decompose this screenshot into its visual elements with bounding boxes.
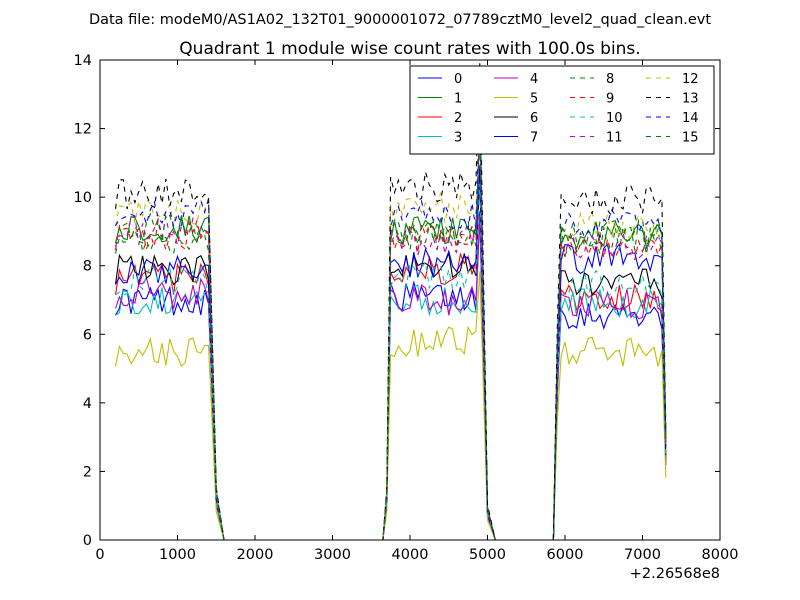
x-tick-label: 8000: [702, 547, 739, 563]
series-line-13: [114, 63, 667, 541]
y-tick-label: 10: [74, 190, 92, 206]
x-tick-label: 1000: [159, 547, 196, 563]
x-tick-label: 5000: [469, 547, 506, 563]
series-line-10: [115, 183, 667, 541]
legend-label: 10: [606, 111, 623, 126]
legend-label: 12: [682, 72, 699, 87]
chart-suptitle: Data file: modeM0/AS1A02_132T01_90000010…: [89, 12, 711, 28]
legend-box: [409, 65, 715, 155]
legend-label: 14: [682, 111, 699, 126]
x-tick-label: 2000: [237, 547, 274, 563]
series-line-8: [114, 128, 667, 541]
series-line-4: [114, 215, 667, 541]
series-line-14: [115, 100, 667, 541]
y-tick-label: 12: [74, 122, 92, 138]
legend-label: 9: [606, 92, 614, 107]
legend-label: 13: [682, 92, 699, 107]
series-line-9: [114, 132, 667, 541]
series-line-1: [114, 123, 667, 541]
y-tick-label: 14: [74, 53, 92, 69]
y-tick-label: 6: [83, 327, 92, 343]
y-tick-label: 4: [83, 396, 92, 412]
y-tick-label: 0: [83, 533, 92, 549]
legend-label: 6: [530, 111, 538, 126]
chart-title: Quadrant 1 module wise count rates with …: [179, 39, 640, 59]
legend-label: 4: [530, 72, 538, 87]
legend-label: 2: [454, 111, 462, 126]
series-line-5: [114, 271, 667, 541]
legend-label: 15: [682, 131, 699, 146]
x-tick-label: 6000: [547, 547, 584, 563]
series-line-11: [114, 137, 667, 541]
legend-label: 0: [454, 72, 462, 87]
axis-ticks: 0 1000 2000 3000 4000 5000 6000 7000 80000246810…: [74, 53, 739, 563]
x-tick-label: 3000: [314, 547, 351, 563]
y-tick-label: 8: [83, 259, 92, 275]
series-line-15: [114, 123, 667, 541]
y-tick-label: 2: [83, 464, 92, 480]
legend-label: 8: [606, 72, 614, 87]
plot-area: [114, 63, 667, 541]
legend-label: 3: [454, 131, 462, 146]
x-tick-label: 7000: [624, 547, 661, 563]
legend-label: 5: [530, 92, 538, 107]
legend-label: 7: [530, 131, 538, 146]
legend-label: 1: [454, 92, 462, 107]
series-line-7: [115, 165, 667, 541]
series-line-0: [115, 211, 667, 541]
x-offset-label: +2.26568e8: [630, 566, 720, 582]
legend-label: 11: [606, 131, 623, 146]
series-line-2: [114, 174, 667, 541]
x-tick-label: 4000: [392, 547, 429, 563]
x-tick-label: 0: [95, 547, 104, 563]
